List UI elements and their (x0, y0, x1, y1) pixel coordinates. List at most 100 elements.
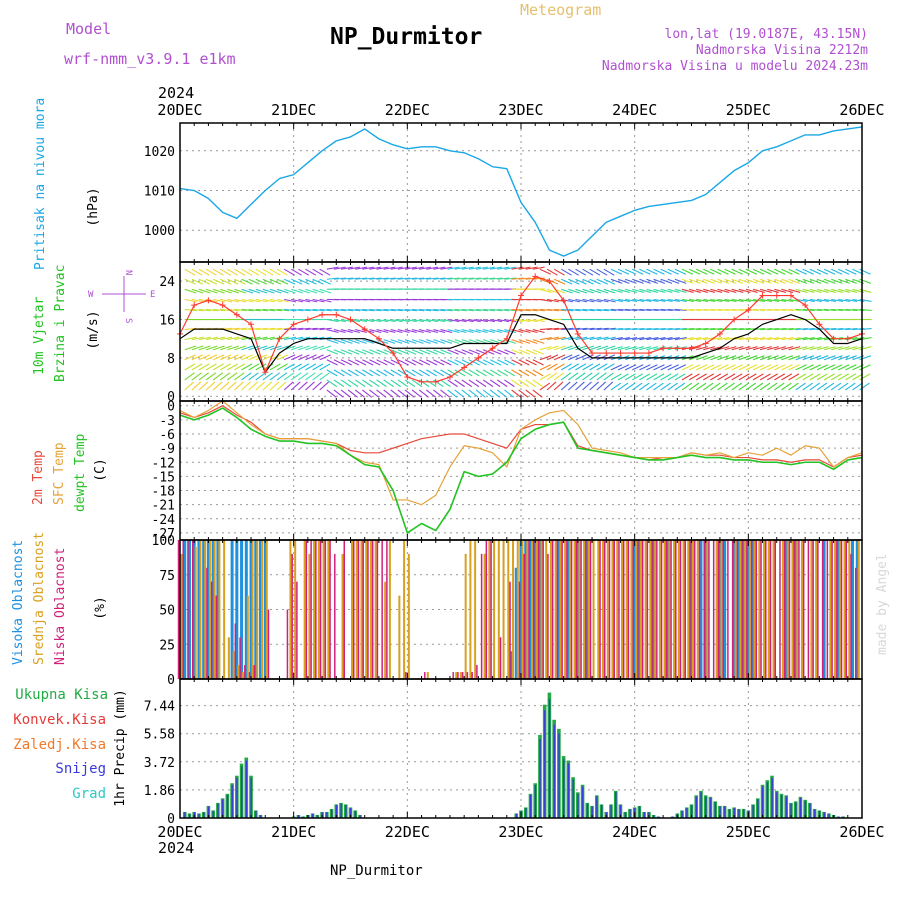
wind-barb (532, 318, 545, 323)
date-label-bottom: 26DEC (839, 823, 884, 841)
wind-barb (589, 268, 601, 276)
wind-barb (831, 298, 844, 303)
legend-snow: Snijeg (55, 761, 106, 777)
wind-barb (490, 277, 503, 280)
wind-barb (411, 329, 424, 334)
wind-barb (553, 354, 566, 361)
temp-ytick-label: -6 (159, 428, 175, 443)
precip-snow-bar (686, 807, 688, 818)
precip-snow-bar (250, 777, 252, 818)
wind-barb (369, 359, 381, 366)
wind-barb (404, 359, 416, 366)
precip-snow-bar (515, 813, 518, 818)
precip-snow-bar (553, 724, 555, 818)
wind-barb (532, 379, 544, 388)
wind-barb (518, 389, 529, 398)
wind-barb (845, 373, 857, 381)
precip-snow-bar (245, 760, 248, 818)
wind-barb (568, 336, 581, 341)
wind-barb (575, 381, 585, 391)
date-label-top: 21DEC (271, 101, 316, 119)
wind-barb (440, 277, 453, 280)
wind-barb (539, 308, 552, 312)
wind-barb (362, 308, 375, 312)
wind-barb (255, 288, 268, 294)
wind-barb (454, 277, 467, 280)
precip-snow-bar (728, 809, 731, 818)
wind-barb (291, 336, 304, 341)
cloud-unit: (%) (93, 596, 108, 619)
wind-barb (269, 381, 280, 391)
pressure-ytick-label: 1010 (144, 185, 175, 200)
wind-barb (447, 277, 460, 280)
precip-frame (179, 678, 863, 819)
wind-barb (745, 288, 758, 293)
date-label-bottom: 25DEC (726, 823, 771, 841)
wind-barb (248, 278, 260, 285)
wind-barb (703, 346, 716, 351)
wind-barb (255, 363, 267, 371)
wind-barb (276, 288, 289, 294)
wind-barb (248, 288, 261, 294)
wind-barb (546, 363, 558, 371)
wind-barb (227, 327, 240, 331)
wind-barb (560, 372, 572, 381)
wind-barb (298, 381, 308, 391)
wind-barb (639, 382, 650, 391)
wind-barb (575, 345, 588, 351)
wind-barb (667, 268, 679, 275)
wind-barb (745, 278, 758, 284)
precip-snow-bar (615, 792, 617, 818)
wind-barb (681, 308, 695, 312)
wind-barb (262, 268, 274, 276)
wind-barb (234, 372, 245, 381)
wind-barb (710, 364, 722, 371)
precip-snow-bar (236, 777, 238, 818)
wind-barb (433, 308, 446, 312)
wind-barb (354, 359, 367, 366)
wind-barb (838, 382, 849, 391)
wind-barb (667, 373, 679, 381)
wind-barb (454, 339, 467, 344)
wind-barb (532, 389, 543, 398)
wind-barb (468, 308, 481, 312)
wind-barb (234, 354, 246, 361)
wind-barb (518, 329, 531, 334)
wind-barb (326, 359, 338, 366)
wind-barb (411, 379, 423, 388)
cloud-ytick-label: 100 (152, 534, 175, 549)
wind-barb (710, 278, 722, 284)
wind-barb (483, 308, 496, 312)
wind-barb (561, 278, 573, 285)
wind-barb (212, 268, 224, 276)
wind-barb (603, 288, 616, 294)
wind-barb (802, 337, 815, 341)
wind-barb (696, 327, 709, 331)
wind-barb (319, 354, 331, 361)
wind-barb (312, 268, 324, 276)
wind-barb (241, 327, 254, 331)
wind-barb (802, 298, 815, 303)
precip-snow-bar (212, 810, 214, 818)
wind-barb (518, 308, 531, 312)
axis-ticks: 100010101020081624-27-24-21-18-15-12-9-6… (144, 101, 885, 841)
wind-barb (454, 389, 465, 398)
wind-barb (632, 327, 645, 331)
wind-barb (688, 288, 701, 293)
wind-barb (653, 298, 666, 303)
wind-barb (625, 308, 638, 312)
wind-barb (625, 298, 638, 303)
wind-barb (419, 266, 432, 270)
wind-barb (546, 372, 558, 381)
wind-barb (390, 308, 403, 312)
wind-barb (546, 298, 559, 303)
wind-barb (355, 277, 368, 280)
precip-snow-bar (203, 812, 205, 818)
wind-barb (468, 266, 481, 270)
wind-barb (759, 373, 771, 381)
wind-barb (738, 382, 750, 391)
wind-barb (824, 298, 837, 303)
wind-barb (568, 363, 580, 371)
temp-dewpt-line (179, 407, 863, 534)
wind-barb (276, 298, 289, 303)
